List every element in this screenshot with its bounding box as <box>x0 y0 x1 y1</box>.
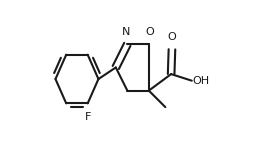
Text: O: O <box>145 27 154 37</box>
Text: N: N <box>122 27 131 37</box>
Text: OH: OH <box>193 76 210 86</box>
Text: F: F <box>85 112 92 122</box>
Text: O: O <box>168 32 176 42</box>
